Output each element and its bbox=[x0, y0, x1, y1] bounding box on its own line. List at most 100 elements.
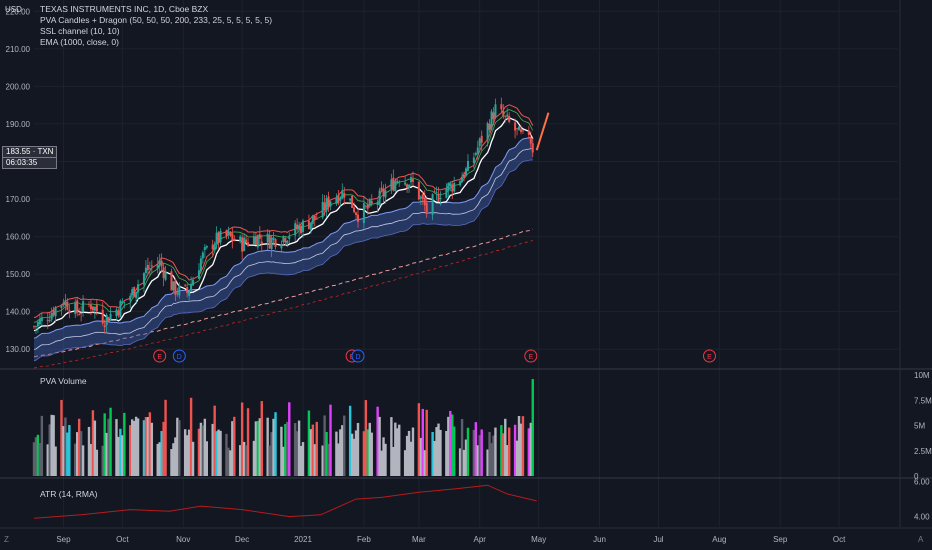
volume-tick-label: 2.5M bbox=[914, 447, 932, 456]
candle-body bbox=[109, 313, 112, 320]
volume-bar bbox=[54, 446, 57, 476]
candle-body bbox=[465, 168, 467, 176]
volume-bar bbox=[34, 437, 38, 476]
volume-legend[interactable]: PVA Volume bbox=[40, 376, 87, 386]
candle-body bbox=[508, 115, 511, 122]
study-ssl[interactable]: SSL channel (10, 10) bbox=[40, 26, 120, 36]
auto-scale-button[interactable]: A bbox=[918, 535, 924, 544]
candle-body bbox=[378, 190, 381, 205]
price-tick-label: 170.00 bbox=[6, 195, 31, 204]
volume-bar bbox=[527, 428, 531, 476]
volume-bar bbox=[115, 419, 118, 476]
volume-bar bbox=[384, 443, 387, 476]
candle-body bbox=[309, 222, 312, 231]
volume-bar bbox=[117, 436, 120, 476]
volume-bar bbox=[366, 429, 370, 476]
candle-body bbox=[146, 264, 149, 270]
volume-tick-label: 7.5M bbox=[914, 396, 932, 405]
volume-bar bbox=[435, 427, 438, 476]
candle-body bbox=[282, 236, 285, 243]
volume-bar bbox=[478, 435, 481, 476]
candle-body bbox=[144, 267, 147, 274]
candle-body bbox=[239, 236, 242, 242]
candle-body bbox=[197, 270, 200, 279]
volume-bar bbox=[282, 446, 285, 476]
time-tick-label: Sep bbox=[773, 535, 788, 544]
volume-bar bbox=[370, 432, 373, 476]
candle-body bbox=[335, 197, 338, 204]
volume-bar bbox=[148, 412, 152, 476]
candle-body bbox=[89, 304, 92, 309]
volume-bar bbox=[68, 425, 71, 476]
volume-bar bbox=[293, 423, 297, 476]
volume-tick-label: 5M bbox=[914, 422, 925, 431]
candle-body bbox=[225, 230, 228, 237]
price-tick-label: 220.00 bbox=[6, 7, 31, 16]
volume-bar bbox=[146, 417, 150, 476]
candle-body bbox=[78, 314, 81, 315]
volume-bar bbox=[398, 424, 401, 476]
volume-bar bbox=[160, 430, 163, 476]
time-tick-label: Dec bbox=[235, 535, 249, 544]
symbol-title[interactable]: TEXAS INSTRUMENTS INC, 1D, Cboe BZX bbox=[40, 4, 209, 14]
volume-bar bbox=[382, 437, 385, 476]
candle-body bbox=[256, 235, 259, 248]
timezone-button[interactable]: Z bbox=[4, 535, 9, 544]
candle-body bbox=[313, 215, 316, 220]
candle-body bbox=[339, 198, 342, 201]
study-ema[interactable]: EMA (1000, close, 0) bbox=[40, 37, 119, 47]
atr-line bbox=[33, 484, 537, 519]
candle-body bbox=[137, 284, 140, 293]
volume-bar bbox=[201, 425, 205, 476]
volume-bar bbox=[417, 403, 421, 476]
volume-bar bbox=[405, 435, 409, 476]
volume-bar bbox=[348, 405, 352, 476]
candle-body bbox=[506, 114, 509, 117]
candle-body bbox=[411, 179, 414, 182]
dividend-marker bbox=[172, 349, 186, 363]
candle-body bbox=[307, 220, 310, 229]
volume-bar bbox=[354, 430, 358, 476]
candle-body bbox=[64, 300, 67, 306]
candle-body bbox=[91, 306, 94, 311]
volume-bar bbox=[150, 422, 154, 476]
candle-body bbox=[66, 301, 69, 310]
candle-body bbox=[133, 287, 136, 297]
candle-body bbox=[366, 204, 369, 209]
candle-body bbox=[186, 287, 189, 294]
candle-body bbox=[68, 310, 71, 313]
volume-bar bbox=[350, 433, 354, 476]
volume-bar bbox=[517, 415, 521, 476]
candle-body bbox=[321, 201, 324, 218]
volume-bar bbox=[132, 420, 136, 476]
candle-body bbox=[190, 283, 193, 291]
volume-bar bbox=[81, 445, 85, 476]
volume-bar bbox=[76, 432, 79, 476]
volume-bar bbox=[339, 429, 342, 476]
candle-body bbox=[408, 184, 411, 188]
candle-body bbox=[227, 231, 230, 235]
volume-bar bbox=[156, 443, 159, 476]
volume-bar bbox=[199, 422, 203, 476]
currency-label[interactable]: USD bbox=[5, 5, 22, 14]
volume-bar bbox=[521, 416, 525, 476]
candle-body bbox=[107, 317, 110, 322]
study-pva[interactable]: PVA Candles + Dragon (50, 50, 50, 200, 2… bbox=[40, 15, 273, 25]
atr-tick-label: 6.00 bbox=[914, 478, 930, 487]
price-tick-label: 200.00 bbox=[6, 82, 31, 91]
candle-body bbox=[368, 199, 371, 207]
candle-body bbox=[231, 233, 234, 241]
candle-body bbox=[302, 220, 305, 232]
volume-bar bbox=[134, 416, 138, 476]
price-symbol: TXN bbox=[37, 147, 54, 156]
volume-bar bbox=[178, 420, 181, 476]
volume-bar bbox=[121, 435, 124, 476]
volume-bar bbox=[476, 445, 479, 476]
candle-body bbox=[46, 319, 49, 321]
volume-bar bbox=[284, 424, 287, 476]
volume-bar bbox=[105, 432, 108, 476]
atr-tick-label: 4.00 bbox=[914, 513, 930, 522]
atr-legend[interactable]: ATR (14, RMA) bbox=[40, 489, 98, 499]
candle-body bbox=[516, 128, 519, 129]
